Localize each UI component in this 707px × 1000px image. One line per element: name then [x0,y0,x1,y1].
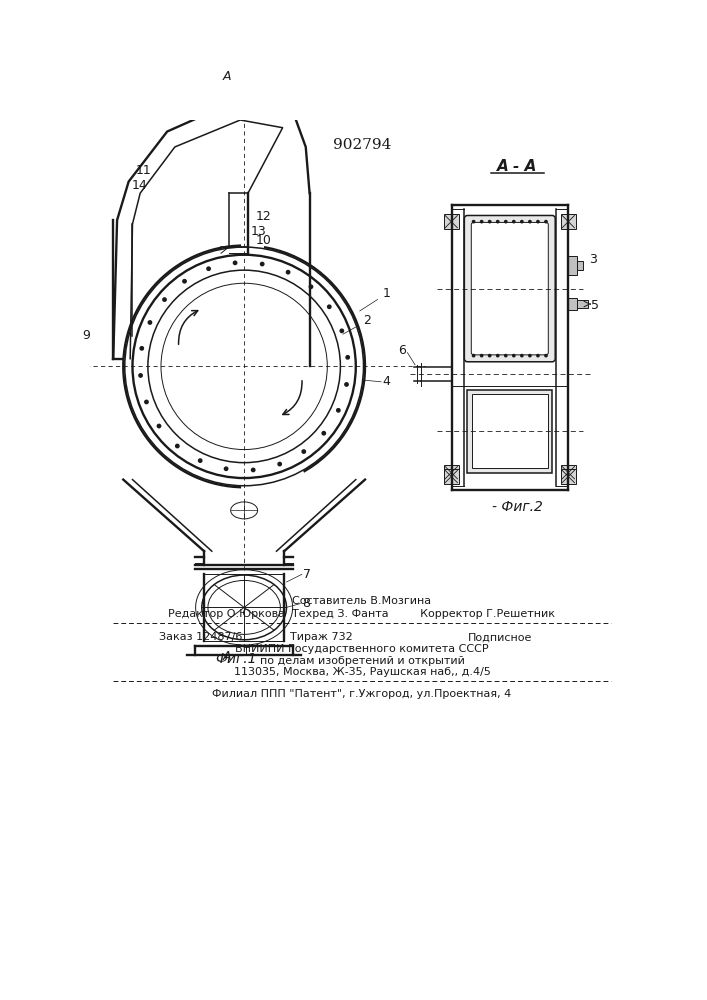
Circle shape [346,356,349,359]
Circle shape [537,354,539,357]
Text: 3: 3 [589,253,597,266]
Text: 2: 2 [343,314,371,334]
Circle shape [175,444,179,448]
Circle shape [145,400,148,404]
Circle shape [322,432,325,435]
Circle shape [345,383,349,386]
Text: 902794: 902794 [333,138,391,152]
Circle shape [505,354,507,357]
Text: Филиал ППП "Патент", г.Ужгород, ул.Проектная, 4: Филиал ППП "Патент", г.Ужгород, ул.Проек… [212,689,512,699]
Text: 5: 5 [590,299,599,312]
Text: 13: 13 [250,225,266,238]
Text: 7: 7 [303,568,311,581]
Circle shape [260,262,264,266]
Circle shape [520,220,523,223]
Bar [443,214,459,229]
Circle shape [496,354,499,357]
Bar [472,394,547,468]
Circle shape [224,467,228,470]
Circle shape [545,220,547,223]
Bar [561,465,576,480]
Text: Тираж 732: Тираж 732 [291,632,353,642]
Text: 9: 9 [82,329,90,342]
Circle shape [489,354,491,357]
Circle shape [340,329,344,333]
Text: 6: 6 [398,344,406,358]
Circle shape [529,354,531,357]
Circle shape [337,409,340,412]
Circle shape [163,298,166,301]
Bar [577,261,583,270]
Text: Фиг.1: Фиг.1 [216,652,257,666]
Circle shape [520,354,523,357]
Circle shape [481,220,483,223]
Text: А: А [223,70,231,83]
Circle shape [505,220,507,223]
Text: 11: 11 [136,164,152,177]
Text: 8: 8 [302,597,310,610]
Text: 12: 12 [256,210,271,223]
Text: 1: 1 [360,287,390,311]
Bar [561,214,576,229]
FancyBboxPatch shape [472,222,549,355]
Circle shape [207,267,210,270]
Circle shape [529,220,531,223]
Text: Редактор О.Юркова  Техред З. Фанта         Корректор Г.Решетник: Редактор О.Юркова Техред З. Фанта Коррек… [168,609,556,619]
Text: Подписное: Подписное [467,632,532,642]
Circle shape [489,220,491,223]
Text: 113035, Москва, Ж-35, Раушская наб,, д.4/5: 113035, Москва, Ж-35, Раушская наб,, д.4… [233,667,491,677]
Circle shape [233,261,237,265]
Circle shape [496,220,499,223]
Text: Заказ 12487/6: Заказ 12487/6 [160,632,243,642]
Bar [467,389,552,473]
Circle shape [309,285,312,288]
Text: Составитель В.Мозгина: Составитель В.Мозгина [293,596,431,606]
Circle shape [252,468,255,472]
Circle shape [302,450,305,453]
Bar [568,256,577,275]
Circle shape [545,354,547,357]
Circle shape [148,321,151,324]
Text: по делам изобретений и открытий: по делам изобретений и открытий [259,656,464,666]
Circle shape [157,424,160,428]
Bar [568,298,577,310]
Bar [443,465,459,480]
FancyBboxPatch shape [464,215,555,362]
Circle shape [278,462,281,466]
Circle shape [139,374,142,377]
Circle shape [513,354,515,357]
Text: ВНИИПИ Государственного комитета СССР: ВНИИПИ Государственного комитета СССР [235,644,489,654]
Circle shape [327,305,331,308]
Text: 10: 10 [256,234,271,247]
Circle shape [481,354,483,357]
Bar [443,469,459,484]
Text: А: А [223,650,231,663]
Circle shape [140,347,144,350]
Bar [561,469,576,484]
Text: 4: 4 [382,375,390,388]
Text: 14: 14 [132,179,148,192]
Circle shape [537,220,539,223]
Circle shape [472,354,475,357]
Circle shape [199,459,202,462]
Circle shape [286,270,290,274]
Circle shape [183,280,186,283]
Circle shape [513,220,515,223]
Text: А - А: А - А [497,159,538,174]
Circle shape [472,220,475,223]
Bar [577,300,588,308]
Text: - Фиг.2: - Фиг.2 [492,500,543,514]
